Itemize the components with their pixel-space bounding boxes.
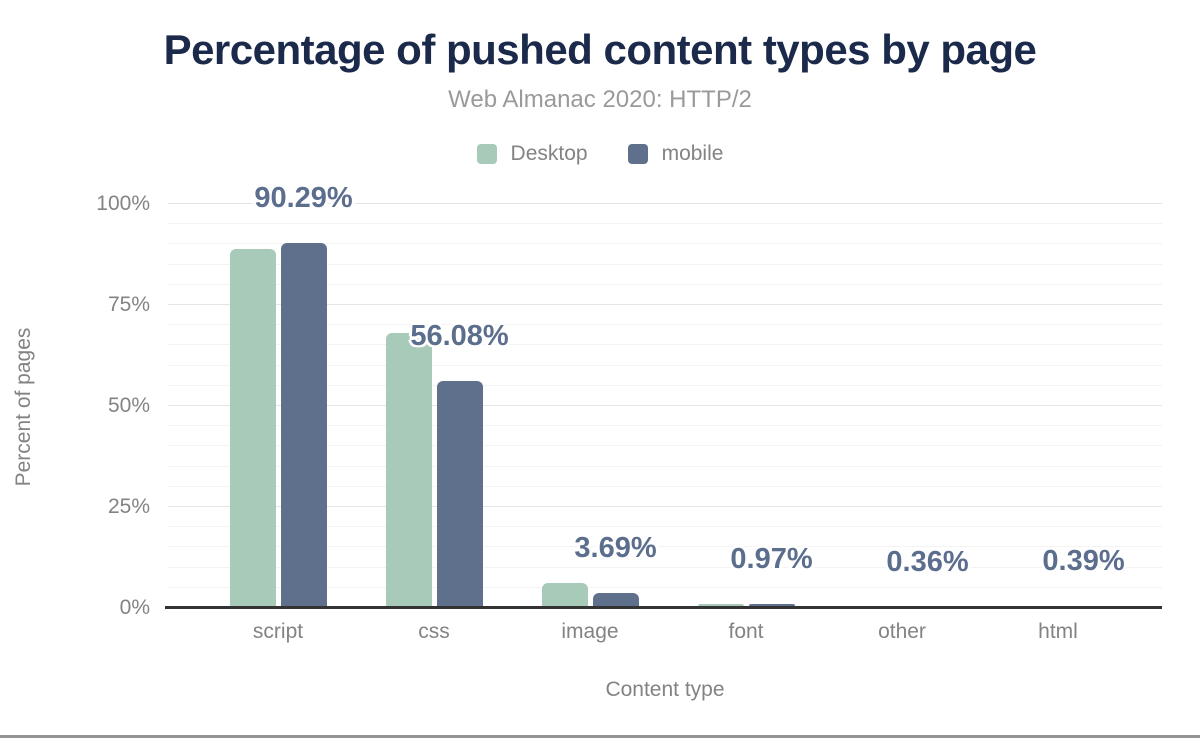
- x-tick-html: html: [1038, 620, 1078, 643]
- y-tick-0: 0%: [119, 596, 150, 619]
- x-tick-labels: script css image font other html: [168, 620, 1162, 646]
- gridline-30: [168, 485, 1162, 487]
- bar-group-image: [512, 204, 668, 608]
- data-label-css: 56.08%: [410, 320, 509, 353]
- page-bottom-rule: [0, 735, 1200, 738]
- data-label-font: 0.97%: [730, 543, 813, 576]
- chart-title: Percentage of pushed content types by pa…: [163, 26, 1037, 73]
- gridline-15: [168, 546, 1162, 548]
- y-tick-labels: 0% 25% 50% 75% 100%: [0, 192, 150, 619]
- bar-script-mobile: [280, 243, 327, 608]
- gridline-5: [168, 586, 1162, 588]
- y-tick-25: 25%: [107, 495, 150, 518]
- gridline-25: [168, 506, 1162, 507]
- x-tick-other: other: [878, 620, 926, 643]
- plot-area: 90.29% 56.08% 3.69% 0.97% 0.36% 0.39%: [165, 182, 1162, 609]
- legend-label-desktop: Desktop: [510, 142, 588, 165]
- x-tick-script: script: [252, 620, 304, 643]
- data-label-image: 3.69%: [574, 532, 657, 565]
- data-label-other: 0.36%: [886, 545, 969, 578]
- bar-group-css: [356, 204, 512, 608]
- gridline-100: [168, 203, 1162, 204]
- x-tick-image: image: [561, 620, 619, 643]
- y-tick-100: 100%: [96, 192, 150, 215]
- bar-group-script: [200, 204, 356, 608]
- gridline-55: [168, 384, 1162, 386]
- gridline-70: [168, 324, 1162, 326]
- bar-css-mobile: [436, 381, 483, 608]
- bar-image-mobile: [592, 593, 639, 608]
- gridline-75: [168, 304, 1162, 305]
- gridline-60: [168, 364, 1162, 366]
- legend-item-mobile: mobile: [627, 142, 724, 166]
- gridline-45: [168, 425, 1162, 427]
- gridline-10: [168, 566, 1162, 568]
- bar-script-desktop: [229, 248, 276, 608]
- gridline-40: [168, 445, 1162, 447]
- y-tick-50: 50%: [107, 394, 150, 417]
- y-tick-75: 75%: [107, 293, 150, 316]
- gridline-85: [168, 263, 1162, 265]
- gridline-65: [168, 344, 1162, 346]
- gridline-80: [168, 283, 1162, 285]
- x-tick-font: font: [728, 620, 764, 643]
- bar-image-desktop: [541, 582, 588, 608]
- bar-font-desktop: [697, 603, 744, 608]
- gridline-20: [168, 526, 1162, 528]
- chart-subtitle: Web Almanac 2020: HTTP/2: [448, 86, 752, 113]
- x-axis-line: [165, 606, 1162, 609]
- legend: Desktop mobile: [0, 142, 1200, 166]
- gridline-35: [168, 465, 1162, 467]
- legend-item-desktop: Desktop: [476, 142, 588, 166]
- mobile-series-swatch-icon: [627, 144, 648, 164]
- legend-label-mobile: mobile: [661, 142, 724, 165]
- gridline-95: [168, 223, 1162, 225]
- desktop-series-swatch-icon: [476, 144, 497, 164]
- gridline-90: [168, 243, 1162, 245]
- gridline-50: [168, 405, 1162, 406]
- bar-css-desktop: [385, 332, 432, 608]
- x-axis-title: Content type: [605, 678, 725, 701]
- x-tick-css: css: [418, 620, 450, 643]
- data-label-html: 0.39%: [1042, 545, 1125, 578]
- data-label-script: 90.29%: [254, 182, 353, 215]
